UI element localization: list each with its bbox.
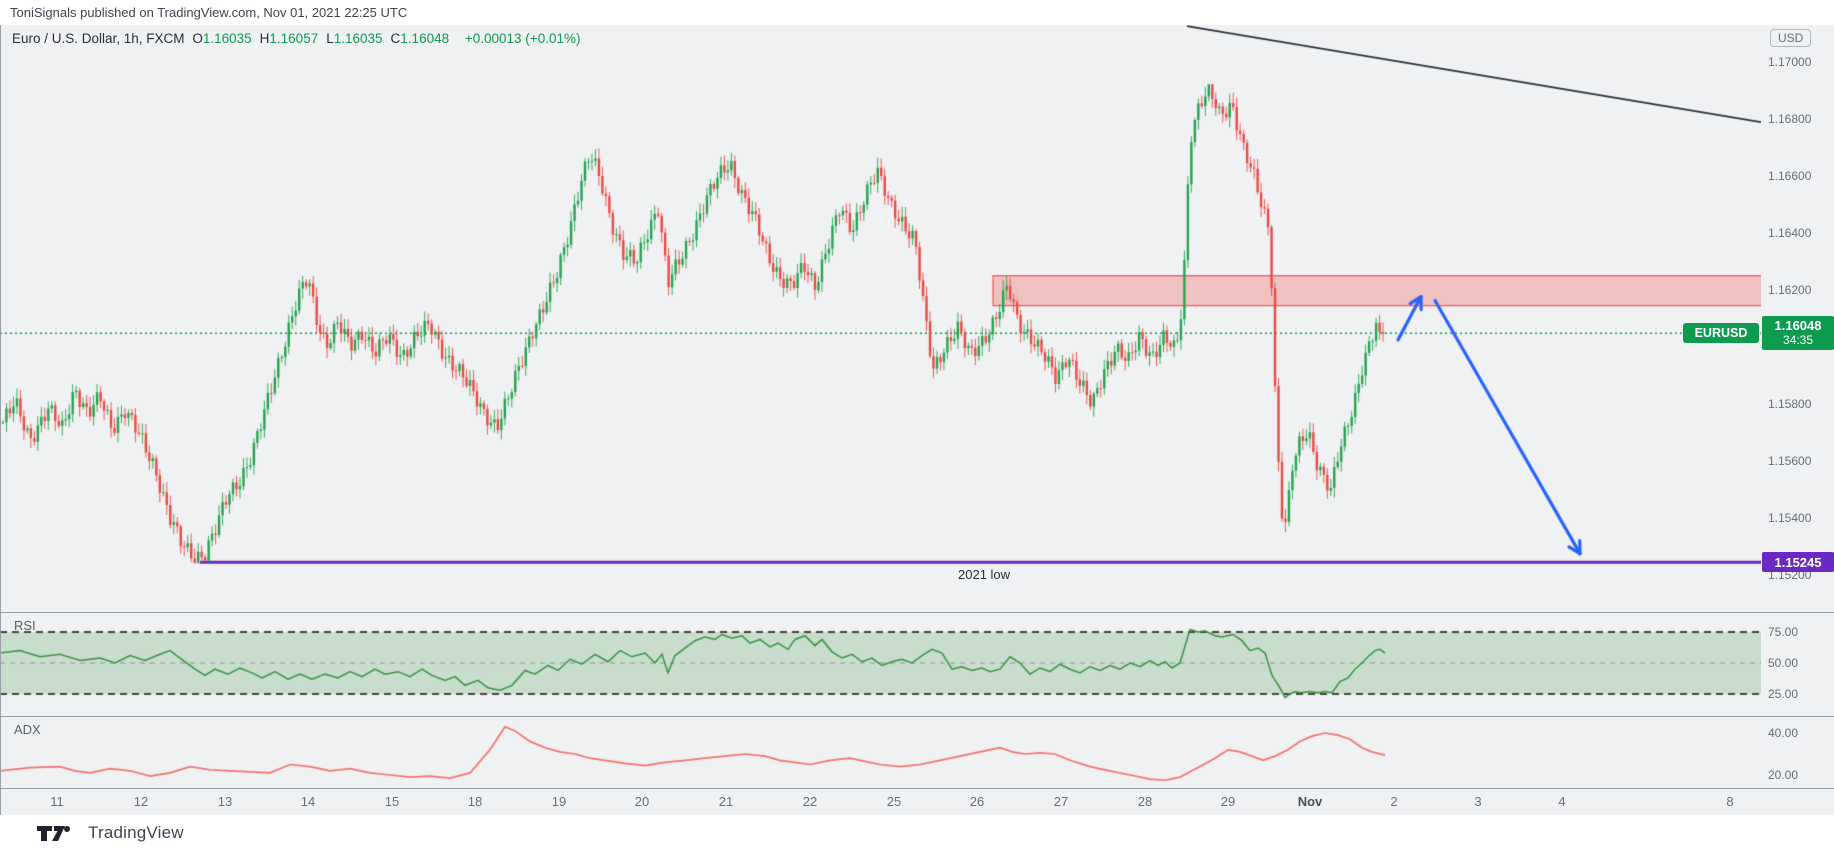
time-scale-label[interactable]: 2 [1390, 794, 1398, 809]
panel-divider[interactable] [0, 716, 1834, 717]
price-chart-canvas[interactable] [0, 25, 1761, 815]
price-scale-label[interactable]: 1.17000 [1768, 55, 1812, 69]
support-line-label: 2021 low [958, 567, 1011, 582]
time-scale-label[interactable]: 18 [467, 794, 483, 809]
support-price-badge: 1.15245 [1762, 552, 1834, 573]
publish-credit: ToniSignals published on TradingView.com… [10, 5, 408, 20]
symbol-price-pill: EURUSD [1683, 323, 1759, 344]
price-scale-label[interactable]: 1.16600 [1768, 169, 1812, 183]
last-price-box: 1.16048 34:35 [1762, 316, 1834, 351]
price-scale-label[interactable]: 1.15800 [1768, 397, 1812, 411]
adx-scale-label[interactable]: 20.00 [1768, 768, 1799, 782]
time-scale-label[interactable]: 15 [384, 794, 400, 809]
time-scale-label[interactable]: 4 [1558, 794, 1566, 809]
time-scale-label[interactable]: 12 [133, 794, 149, 809]
time-scale-label[interactable]: 29 [1220, 794, 1236, 809]
time-scale-label[interactable]: 3 [1474, 794, 1482, 809]
time-scale-label[interactable]: 8 [1726, 794, 1734, 809]
time-scale-label[interactable]: 14 [300, 794, 316, 809]
time-scale-label[interactable]: 21 [718, 794, 734, 809]
last-price: 1.16048 [1774, 318, 1822, 334]
bar-countdown: 34:35 [1782, 333, 1814, 348]
time-scale-label[interactable]: Nov [1297, 794, 1323, 809]
time-scale-label[interactable]: 19 [551, 794, 567, 809]
price-scale-label[interactable]: 1.16400 [1768, 226, 1812, 240]
time-scale-label[interactable]: 26 [969, 794, 985, 809]
price-scale-label[interactable]: 1.16200 [1768, 283, 1812, 297]
rsi-scale-label[interactable]: 25.00 [1768, 687, 1799, 701]
currency-badge[interactable]: USD [1770, 29, 1812, 47]
time-scale-label[interactable]: 22 [802, 794, 818, 809]
time-scale-label[interactable]: 27 [1053, 794, 1069, 809]
tradingview-logo-text: TradingView [88, 823, 184, 842]
adx-scale-label[interactable]: 40.00 [1768, 726, 1799, 740]
tradingview-logo-icon [37, 825, 70, 841]
tradingview-footer[interactable]: TradingView [37, 823, 184, 843]
time-scale-label[interactable]: 13 [217, 794, 233, 809]
price-axis-line [0, 25, 1, 815]
rsi-scale-label[interactable]: 75.00 [1768, 625, 1799, 639]
time-scale-label[interactable]: 28 [1137, 794, 1153, 809]
adx-panel-label[interactable]: ADX [14, 722, 41, 737]
time-scale-label[interactable]: 20 [634, 794, 650, 809]
price-scale-label[interactable]: 1.16800 [1768, 112, 1812, 126]
time-scale-label[interactable]: 25 [886, 794, 902, 809]
time-scale-label[interactable]: 11 [50, 794, 64, 809]
price-scale-label[interactable]: 1.15600 [1768, 454, 1812, 468]
price-scale-label[interactable]: 1.15400 [1768, 511, 1812, 525]
rsi-scale-label[interactable]: 50.00 [1768, 656, 1799, 670]
panel-divider[interactable] [0, 612, 1834, 613]
rsi-panel-label[interactable]: RSI [14, 618, 36, 633]
time-axis-divider[interactable] [0, 788, 1834, 789]
